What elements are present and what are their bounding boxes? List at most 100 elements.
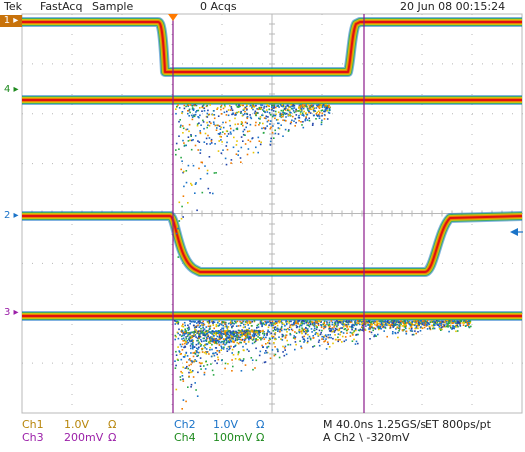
ch3-glitch-dot	[188, 332, 191, 334]
ch4-glitch-dot	[271, 109, 273, 111]
ch3-glitch-dot	[342, 321, 344, 323]
ch4-glitch-dot	[254, 110, 257, 113]
ch3-glitch-dot	[420, 323, 423, 326]
ch3-glitch-dot	[198, 330, 201, 332]
graticule-dot	[321, 64, 323, 65]
ch3-glitch-dot	[199, 332, 202, 334]
ch3-glitch-dot	[421, 327, 424, 330]
acquisition-mode[interactable]: FastAcq	[40, 0, 83, 13]
graticule-dot	[512, 163, 513, 165]
ch3-glitch-dot	[181, 349, 184, 351]
graticule-dot	[471, 134, 473, 135]
ch3-glitch-dot	[298, 330, 300, 333]
ch3-glitch-dot	[234, 358, 237, 360]
ch4-glitch-dot	[210, 140, 213, 142]
ch3-glitch-dot	[425, 324, 428, 326]
ch3-glitch-dot	[412, 333, 415, 336]
ch3-glitch-dot	[199, 330, 202, 333]
ch4-glitch-dot	[237, 111, 240, 113]
ch3-glitch-dot	[197, 339, 199, 342]
ch3-glitch-dot	[214, 339, 216, 341]
ch4-glitch-dot	[191, 184, 193, 186]
sample-mode[interactable]: Sample	[92, 0, 134, 13]
ch4-glitch-dot	[178, 201, 181, 204]
graticule-dot	[392, 63, 393, 65]
graticule-dot	[471, 264, 473, 265]
ch3-name[interactable]: Ch3	[22, 431, 44, 444]
ch2-name[interactable]: Ch2	[174, 418, 196, 431]
ch3-glitch-dot	[224, 343, 226, 346]
graticule-dot	[171, 354, 173, 355]
ch3-glitch-dot	[221, 333, 224, 335]
graticule-dot	[132, 262, 133, 264]
ch4-glitch-dot	[279, 112, 282, 115]
ch4-glitch-dot	[289, 122, 292, 125]
ch3-glitch-dot	[225, 330, 228, 332]
ch4-ground-marker[interactable]: 4 ▸	[4, 84, 19, 95]
ch3-glitch-dot	[248, 337, 251, 339]
ch3-glitch-dot	[367, 320, 370, 323]
ch4-glitch-dot	[245, 105, 248, 107]
ch3-glitch-dot	[420, 320, 422, 322]
ch3-glitch-dot	[437, 320, 439, 322]
ch3-glitch-dot	[410, 325, 412, 328]
graticule-dot	[412, 63, 413, 65]
ch4-glitch-dot	[280, 109, 283, 112]
graticule-dot	[202, 63, 203, 65]
ch3-glitch-dot	[426, 322, 428, 324]
ch3-glitch-dot	[343, 320, 345, 322]
ch4-glitch-dot	[252, 105, 254, 107]
graticule-dot	[471, 364, 473, 365]
ch3-glitch-dot	[215, 339, 218, 342]
ch3-glitch-dot	[213, 321, 216, 323]
trigger-readout[interactable]: A Ch2 \ -320mV	[323, 431, 410, 444]
graticule-dot	[362, 63, 363, 65]
ch4-glitch-dot	[234, 117, 236, 120]
ch4-glitch-dot	[277, 122, 279, 125]
ch3-glitch-dot	[265, 343, 267, 345]
graticule-dot	[112, 262, 113, 264]
ch1-ground-marker[interactable]: 1 ▸	[0, 15, 22, 27]
ch3-scale[interactable]: 200mV	[64, 431, 104, 444]
ch4-glitch-dot	[310, 108, 312, 111]
ch3-glitch-dot	[411, 333, 414, 336]
timebase-readout[interactable]: M 40.0ns 1.25GS/s	[323, 418, 427, 431]
ch3-glitch-dot	[201, 347, 203, 350]
ch3-glitch-dot	[271, 336, 274, 338]
ch2-scale[interactable]: 1.0V	[213, 418, 239, 431]
ch3-glitch-dot	[251, 325, 253, 327]
ch3-glitch-dot	[268, 342, 271, 345]
graticule-dot	[421, 134, 423, 135]
ch4-scale[interactable]: 100mV	[213, 431, 253, 444]
ch3-glitch-dot	[220, 329, 222, 331]
graticule-dot	[232, 163, 233, 165]
ch3-glitch-dot	[294, 341, 297, 343]
ch3-glitch-dot	[198, 351, 201, 354]
ch3-glitch-dot	[189, 345, 192, 347]
ch3-glitch-dot	[433, 324, 436, 327]
ch4-glitch-dot	[284, 113, 287, 115]
ch2-ground-marker[interactable]: 2 ▸	[4, 210, 19, 221]
ch3-glitch-dot	[332, 342, 334, 345]
ch1-name[interactable]: Ch1	[22, 418, 44, 431]
ch3-glitch-dot	[395, 323, 397, 326]
ch3-glitch-dot	[262, 330, 264, 333]
graticule-dot	[321, 284, 323, 285]
ch3-glitch-dot	[220, 335, 222, 337]
graticule-dot	[421, 284, 423, 285]
ch3-ground-marker[interactable]: 3 ▸	[4, 307, 19, 318]
graticule-dot	[82, 113, 83, 115]
ch4-glitch-dot	[258, 107, 261, 109]
ch3-glitch-dot	[459, 322, 462, 325]
graticule-dot	[171, 344, 173, 345]
ch1-scale[interactable]: 1.0V	[64, 418, 90, 431]
graticule-dot	[121, 14, 123, 15]
ch4-glitch-dot	[187, 140, 190, 142]
graticule-dot	[442, 113, 443, 115]
graticule-dot	[171, 294, 173, 295]
ch4-glitch-dot	[299, 113, 302, 115]
ch3-glitch-dot	[218, 351, 221, 354]
ch3-glitch-dot	[395, 321, 398, 324]
ch3-glitch-dot	[357, 333, 359, 336]
ch4-name[interactable]: Ch4	[174, 431, 196, 444]
